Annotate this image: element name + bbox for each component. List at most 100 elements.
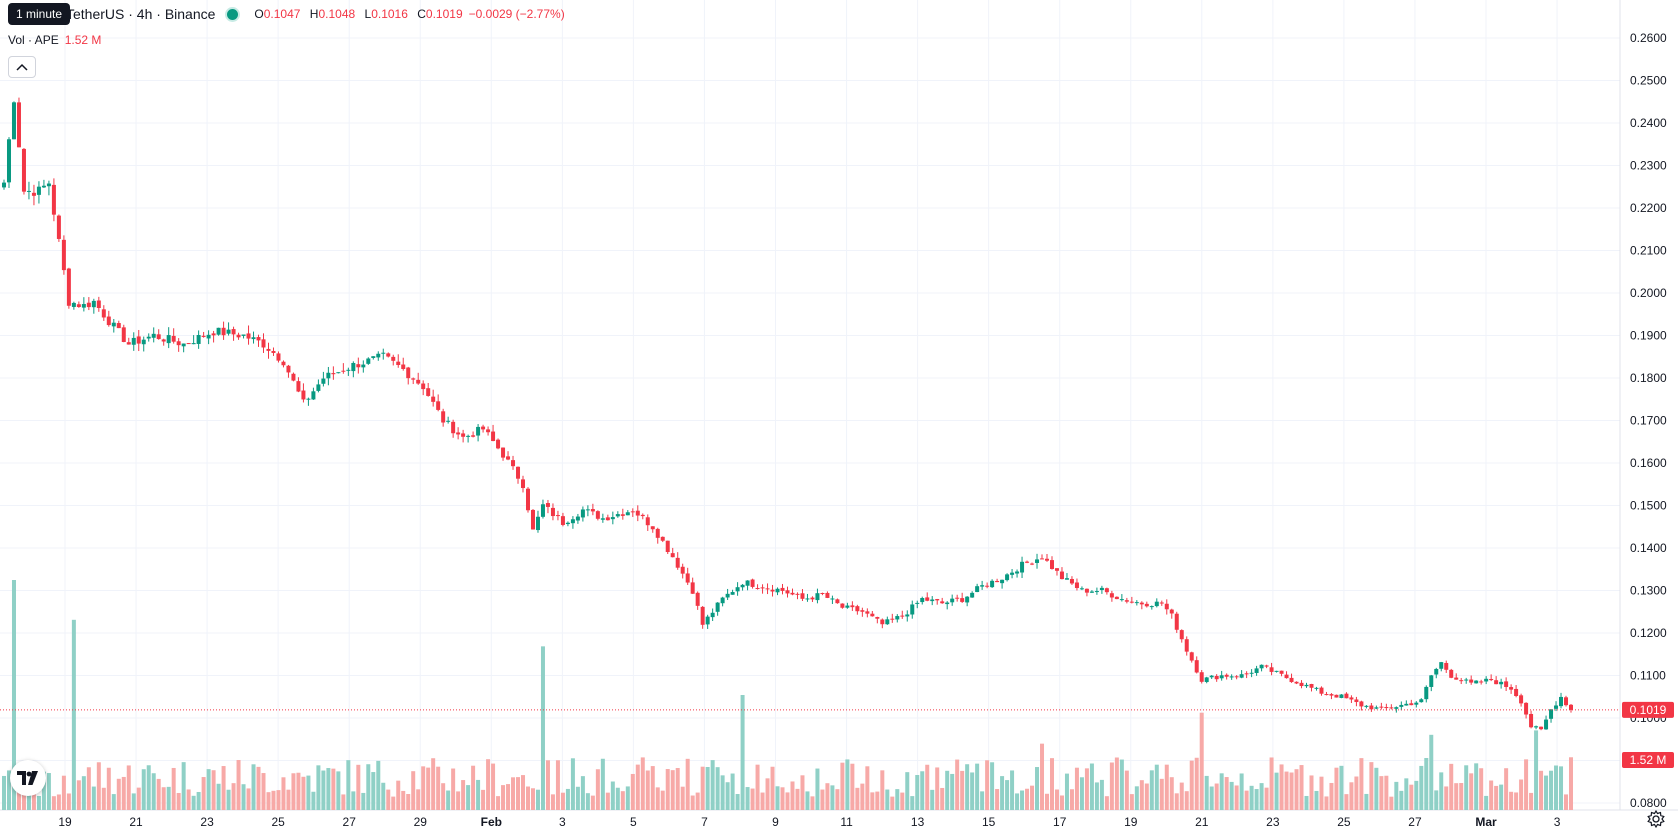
volume-bar — [226, 789, 231, 810]
candle-body — [66, 268, 71, 306]
gear-icon[interactable] — [1646, 809, 1666, 829]
volume-bar — [1010, 770, 1015, 810]
candle-body — [760, 587, 765, 589]
candle-body — [1144, 603, 1149, 607]
volume-bar — [530, 788, 535, 810]
volume-bar — [1269, 757, 1274, 810]
volume-bar — [316, 765, 321, 810]
candle-body — [790, 592, 795, 595]
volume-bar — [755, 764, 760, 810]
volume-bar — [660, 790, 665, 810]
volume-bar — [1509, 791, 1514, 810]
high-label: H — [309, 7, 319, 21]
candle-body — [900, 615, 905, 617]
volume-bar — [86, 767, 91, 810]
candle-body — [1239, 674, 1244, 678]
volume-bar — [146, 765, 151, 810]
candle-body — [910, 604, 915, 615]
volume-bar — [1519, 779, 1524, 810]
volume-bar — [96, 762, 101, 810]
candle-body — [1134, 602, 1139, 604]
candle-body — [211, 333, 216, 336]
volume-bar — [461, 780, 466, 810]
chevron-up-icon — [16, 63, 28, 71]
volume-bar — [121, 776, 126, 810]
collapse-legend-button[interactable] — [8, 56, 36, 78]
volume-bar — [850, 763, 855, 810]
volume-bar — [176, 792, 181, 810]
volume-bar — [1369, 762, 1374, 810]
volume-bar — [1464, 765, 1469, 810]
volume-bar — [1194, 757, 1199, 810]
volume-legend[interactable]: Vol · APE 1.52 M — [8, 33, 101, 47]
candle-body — [276, 353, 281, 361]
volume-bar — [1364, 793, 1369, 810]
volume-bar — [1544, 775, 1549, 810]
volume-bar — [790, 781, 795, 810]
volume-bar — [720, 775, 725, 810]
volume-bar — [1104, 796, 1109, 810]
volume-bar — [1409, 784, 1414, 810]
market-status-icon[interactable] — [225, 6, 241, 22]
volume-bar — [1429, 734, 1434, 810]
volume-bar — [1179, 782, 1184, 810]
candle-body — [1204, 677, 1209, 682]
time-tick-label: 19 — [1124, 815, 1138, 829]
candle-body — [955, 597, 960, 599]
volume-bar — [1349, 782, 1354, 810]
price-tick-label: 0.2100 — [1630, 244, 1667, 258]
candle-body — [191, 343, 196, 345]
volume-bar — [1154, 764, 1159, 810]
volume-bar — [1069, 789, 1074, 810]
volume-bar — [161, 787, 166, 810]
candle-body — [1364, 705, 1369, 707]
candle-body — [525, 488, 530, 511]
tradingview-logo-icon[interactable] — [10, 760, 46, 796]
candle-body — [980, 585, 985, 587]
price-tick-label: 0.2500 — [1630, 74, 1667, 88]
candle-body — [366, 358, 371, 364]
volume-bar — [1439, 772, 1444, 810]
volume-bar — [1479, 768, 1484, 810]
candle-body — [351, 362, 356, 372]
volume-bar — [1000, 776, 1005, 810]
low-label: L — [364, 7, 372, 21]
candle-body — [196, 334, 201, 344]
candle-body — [321, 378, 326, 384]
volume-bar — [1389, 796, 1394, 810]
candle-body — [76, 304, 81, 307]
candle-body — [1359, 701, 1364, 707]
volume-bar — [1559, 766, 1564, 810]
volume-bar — [695, 792, 700, 810]
candle-body — [101, 309, 106, 318]
volume-bar — [1249, 785, 1254, 810]
time-tick-label: 27 — [343, 815, 357, 829]
interval-tooltip: 1 minute — [8, 3, 71, 25]
candle-body — [206, 334, 211, 339]
volume-bar — [446, 790, 451, 810]
candle-body — [565, 522, 570, 525]
candle-body — [1419, 699, 1424, 703]
candle-body — [640, 514, 645, 517]
volume-bar — [900, 792, 905, 810]
volume-bar — [860, 783, 865, 810]
volume-bar — [1204, 775, 1209, 810]
volume-bar — [765, 778, 770, 810]
candle-body — [386, 353, 391, 357]
volume-bar — [825, 783, 830, 810]
volume-bar — [141, 769, 146, 810]
price-tick-label: 0.1700 — [1630, 414, 1667, 428]
candle-body — [1199, 672, 1204, 682]
candle-body — [970, 592, 975, 598]
symbol-title[interactable]: TetherUS · 4h · Binance — [66, 6, 216, 22]
volume-bar — [1564, 794, 1569, 810]
candle-body — [610, 517, 615, 520]
candle-body — [251, 337, 256, 340]
candle-body — [1519, 695, 1524, 704]
volume-bar — [1114, 757, 1119, 810]
volume-bar — [421, 766, 426, 810]
candle-body — [1354, 699, 1359, 703]
price-tick-label: 0.1300 — [1630, 584, 1667, 598]
candle-body — [451, 421, 456, 434]
